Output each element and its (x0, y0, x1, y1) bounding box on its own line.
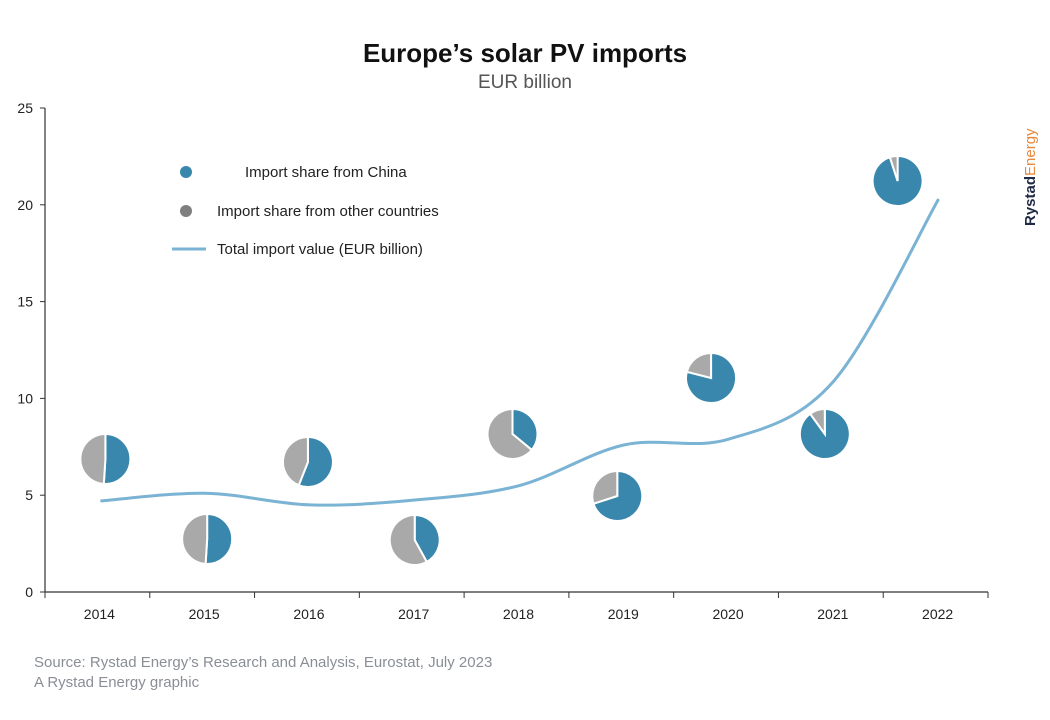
legend-marker (180, 166, 192, 178)
pie-slice-other (281, 435, 309, 487)
x-tick-label: 2021 (817, 606, 848, 622)
pie-slice-other (808, 407, 826, 438)
x-tick-label: 2017 (398, 606, 429, 622)
x-tick-label: 2022 (922, 606, 953, 622)
pie-2015 (181, 512, 234, 566)
y-tick-label: 15 (17, 294, 33, 310)
pie-slice-other (486, 407, 534, 460)
pie-slice-china (297, 435, 334, 488)
logo-part-2: Energy (1022, 128, 1039, 176)
x-tick-label: 2015 (189, 606, 220, 622)
pie-2021 (798, 407, 851, 460)
credit-note: A Rystad Energy graphic (34, 674, 200, 691)
source-note: Source: Rystad Energy’s Research and Ana… (34, 654, 493, 671)
pie-slice-china (511, 407, 539, 452)
pie-slice-other (181, 512, 209, 566)
rystad-logo: RystadEnergy (1022, 128, 1039, 226)
y-tick-label: 10 (17, 390, 33, 406)
x-tick-label: 2016 (293, 606, 324, 622)
pie-2018 (486, 407, 539, 460)
pie-slice-other (888, 154, 899, 182)
legend-label: Import share from China (245, 164, 407, 181)
pie-2014 (79, 432, 132, 486)
legend-label: Total import value (EUR billion) (217, 241, 423, 258)
pie-slice-china (102, 432, 132, 485)
y-tick-label: 5 (25, 487, 33, 503)
chart-subtitle: EUR billion (478, 72, 572, 93)
pie-slice-other (591, 469, 619, 505)
y-tick-label: 0 (25, 584, 33, 600)
pie-2022 (871, 154, 924, 207)
pie-2016 (281, 435, 334, 488)
pie-2019 (591, 469, 644, 522)
legend-label: Import share from other countries (217, 203, 439, 220)
x-tick-label: 2014 (84, 606, 115, 622)
pie-slice-other (685, 351, 713, 380)
pie-2020 (685, 351, 737, 404)
total-import-line (100, 198, 940, 507)
x-tick-label: 2020 (712, 606, 743, 622)
pie-slice-china (204, 512, 234, 565)
pie-2017 (388, 513, 441, 566)
legend-marker (180, 205, 192, 217)
y-tick-label: 25 (17, 100, 33, 116)
chart-title: Europe’s solar PV imports (362, 38, 688, 68)
x-tick-label: 2018 (503, 606, 534, 622)
logo-part-1: Rystad (1022, 175, 1039, 226)
pie-slice-other (79, 432, 107, 486)
x-tick-label: 2019 (608, 606, 639, 622)
pie-slice-other (388, 513, 429, 566)
y-tick-label: 20 (17, 197, 33, 213)
